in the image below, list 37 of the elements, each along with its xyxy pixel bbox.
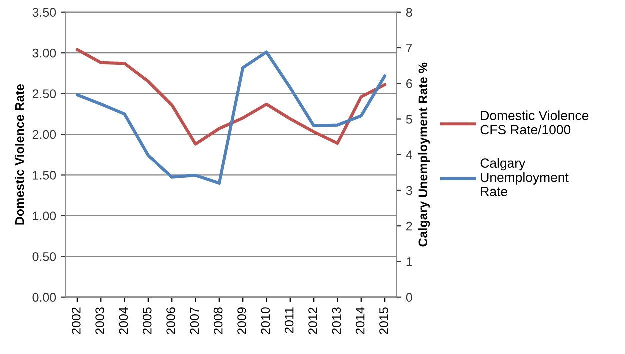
y2-tick-label: 8 [406,8,412,18]
y2-tick-label: 4 [406,150,412,160]
y2-tick-label: 2 [406,222,412,231]
y-tick-label: 1.00 [33,212,56,221]
x-tick-label: 2003 [96,308,104,334]
x-tick-label: 2008 [214,308,223,334]
x-tick-label: 2009 [238,308,246,334]
x-tick-label: 2004 [119,307,128,334]
y-tick-label: 3.50 [32,8,56,18]
y2-tick-label: 5 [406,115,412,124]
x-tick-label: 2006 [166,308,176,334]
x-tick-label: 2007 [190,308,200,334]
y2-tick-label: 0 [406,293,412,302]
y2-tick-label: 6 [406,79,412,88]
y2-tick-label: 3 [406,186,412,196]
line-series [76,50,387,185]
y2-axis-title: Calgary Unemployment Rate % [418,62,430,247]
x-tick-label: 2013 [332,308,342,334]
x-tick-label: 2011 [284,308,294,334]
y-tick-label: 3.00 [32,48,56,58]
x-tick-label: 2010 [261,308,270,334]
y-tick-label: 0.50 [32,252,56,262]
line-series [76,48,387,146]
y-tick-label: 2.50 [32,90,56,98]
y2-tick-label: 1 [406,258,412,266]
x-tick-label: 2005 [142,308,152,334]
x-tick-label: 2014 [356,307,365,334]
legend-label: Calgary Unemployment Rate [480,158,569,196]
y-tick-label: 2.00 [32,130,56,140]
y-tick-label: 0.00 [32,293,56,302]
x-tick-label: 2002 [72,308,81,334]
legend-label: Domestic Violence CFS Rate/1000 [480,110,589,135]
y-tick-label: 1.50 [33,171,56,180]
x-tick-label: 2015 [380,308,388,334]
y2-tick-label: 7 [406,44,412,53]
y-axis-title: Domestic Violence Rate [15,84,24,225]
x-tick-label: 2012 [308,308,318,334]
